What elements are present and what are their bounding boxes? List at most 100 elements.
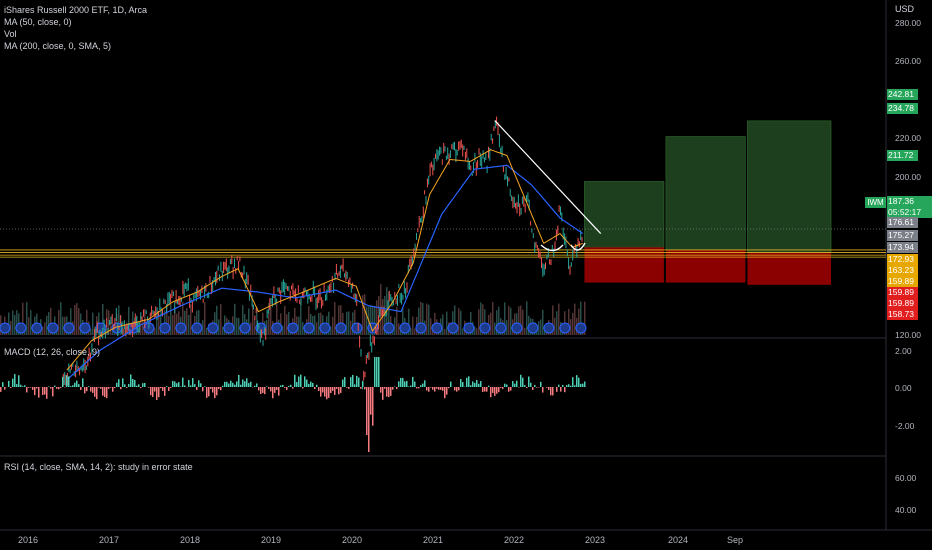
price-candle [542, 263, 544, 277]
price-candle [269, 298, 271, 310]
price-candle [507, 176, 508, 187]
price-candle [333, 282, 335, 294]
macd-bar [8, 380, 10, 387]
price-candle [137, 322, 139, 333]
price-candle [208, 291, 210, 299]
macd-bar [190, 385, 192, 387]
volume-bar [572, 312, 574, 335]
macd-bar [262, 387, 264, 393]
price-candle [326, 289, 328, 301]
price-candle [500, 147, 502, 153]
price-candle [134, 313, 136, 327]
volume-bar [76, 303, 78, 335]
price-candle [576, 244, 578, 258]
macd-bar [300, 374, 302, 387]
price-candle [297, 285, 299, 293]
macd-bar [98, 387, 100, 388]
macd-bar [498, 387, 500, 393]
ma200-legend[interactable]: MA (200, close, 0, SMA, 5) [4, 41, 112, 51]
price-candle [523, 196, 525, 207]
price-candle [467, 157, 469, 170]
price-candle [367, 352, 369, 359]
volume-bar [422, 302, 424, 335]
volume-bar [26, 302, 28, 335]
price-candle [364, 371, 366, 378]
price-candle [69, 368, 71, 374]
macd-bar [214, 387, 216, 398]
macd-bar [92, 387, 94, 393]
volume-bar [198, 310, 200, 335]
volume-bar [462, 328, 464, 335]
volume-bar [254, 318, 256, 335]
price-candle [77, 366, 79, 372]
price-candle [153, 311, 155, 318]
volume-bar [348, 311, 350, 335]
price-candle [570, 262, 572, 267]
price-candle [102, 327, 104, 339]
price-candle [444, 146, 446, 152]
volume-bar [124, 327, 126, 335]
dividend-marker [463, 322, 475, 334]
macd-bar [318, 387, 320, 392]
macd-bar [410, 385, 412, 387]
macd-bar [230, 380, 232, 387]
price-candle [210, 283, 212, 295]
ma50-legend[interactable]: MA (50, close, 0) [4, 17, 72, 27]
macd-bar [18, 375, 20, 387]
rsi-legend[interactable]: RSI (14, close, SMA, 14, 2): study in er… [4, 462, 193, 472]
price-candle [411, 256, 413, 266]
macd-bar [344, 377, 346, 387]
price-candle [274, 294, 276, 306]
dividend-marker [431, 322, 443, 334]
macd-bar [454, 387, 456, 391]
macd-bar [76, 380, 78, 387]
volume-bar [14, 315, 16, 335]
volume-bar [370, 304, 372, 335]
price-candle [263, 326, 265, 336]
macd-legend[interactable]: MACD (12, 26, close, 9) [4, 347, 101, 357]
macd-bar [374, 357, 376, 387]
price-candle [79, 367, 81, 376]
volume-bar [110, 322, 112, 335]
price-candle [569, 265, 571, 275]
volume-bar [510, 307, 512, 335]
macd-bar [422, 383, 424, 387]
volume-bar [408, 308, 410, 335]
macd-bar [160, 387, 162, 389]
macd-bar [70, 386, 72, 387]
macd-bar [178, 382, 180, 387]
price-candle [235, 268, 237, 274]
volume-bar [288, 311, 290, 335]
price-candle [469, 161, 470, 170]
macd-bar [484, 387, 486, 392]
price-candle [318, 289, 320, 303]
volume-bar [498, 306, 500, 335]
price-candle [527, 192, 529, 203]
price-candle [117, 322, 119, 337]
macd-bar [192, 378, 194, 387]
price-candle [238, 260, 240, 270]
price-candle [136, 316, 138, 330]
volume-bar [388, 291, 390, 335]
price-candle [64, 372, 66, 385]
volume-bar [10, 321, 12, 335]
volume-bar [418, 307, 420, 335]
macd-bar [398, 381, 400, 387]
macd-bar [490, 387, 492, 398]
price-label-4: 176.61 [887, 217, 918, 228]
macd-bar [90, 387, 92, 392]
price-candle [306, 290, 307, 296]
price-candle [375, 326, 377, 334]
volume-legend[interactable]: Vol [4, 29, 17, 39]
price-candle [519, 203, 521, 217]
volume-bar [186, 307, 188, 335]
price-candle [311, 295, 313, 302]
dividend-marker [0, 322, 11, 334]
macd-bar [444, 387, 446, 399]
price-candle [228, 265, 230, 273]
macd-bar [436, 387, 438, 389]
volume-bar [318, 313, 320, 335]
volume-bar [458, 308, 460, 335]
dividend-marker [15, 322, 27, 334]
